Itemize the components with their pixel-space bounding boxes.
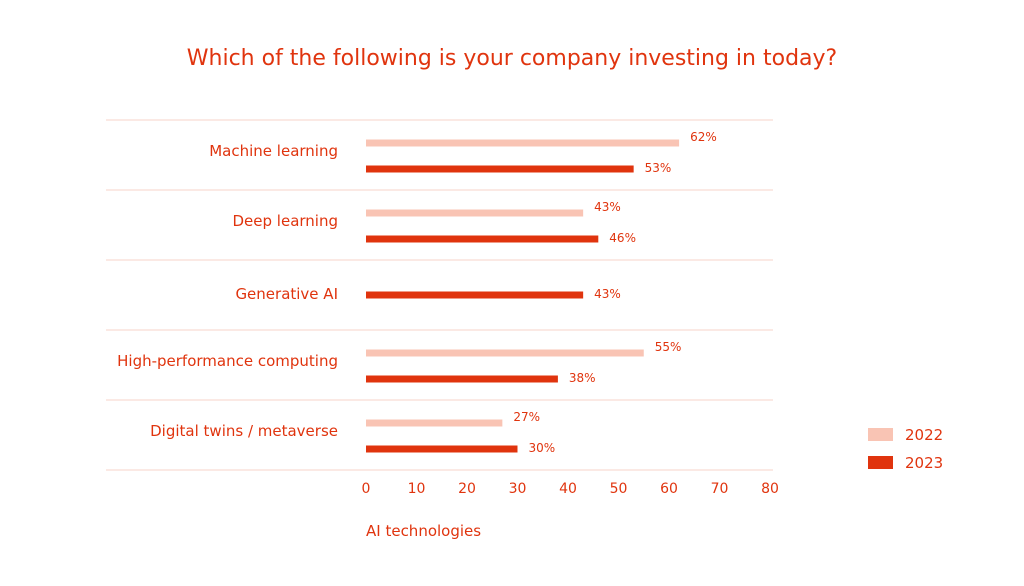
category-label: Digital twins / metaverse: [150, 422, 338, 440]
value-label-2022: 62%: [690, 130, 717, 144]
x-tick-label: 40: [559, 481, 577, 497]
x-axis-ticks: 0 10 20 30 40 50 60 70 80: [362, 481, 779, 497]
bar-2022: [366, 349, 644, 357]
value-label-2023: 38%: [569, 371, 596, 385]
legend-label-2022: 2022: [905, 426, 943, 444]
bar-2023: [366, 375, 558, 383]
value-label-2023: 30%: [529, 441, 556, 455]
value-label-2022: 43%: [594, 200, 621, 214]
bar-2022: [366, 139, 680, 147]
x-tick-label: 10: [408, 481, 426, 497]
category-labels: Machine learning Deep learning Generative …: [117, 142, 338, 440]
legend: 2022 2023: [868, 426, 943, 472]
category-label: High-performance computing: [117, 352, 338, 370]
x-tick-label: 0: [362, 481, 371, 497]
value-label-2022: 27%: [513, 410, 540, 424]
legend-swatch-2023: [868, 456, 893, 469]
value-label-2022: 55%: [655, 340, 682, 354]
value-label-2023: 53%: [645, 161, 672, 175]
legend-label-2023: 2023: [905, 454, 943, 472]
x-axis-title: AI technologies: [366, 522, 481, 540]
bars: [366, 139, 680, 453]
category-label: Generative AI: [235, 285, 338, 303]
bar-2023: [366, 291, 584, 299]
x-tick-label: 70: [711, 481, 729, 497]
value-label-2023: 43%: [594, 287, 621, 301]
bar-2023: [366, 235, 599, 243]
x-tick-label: 20: [458, 481, 476, 497]
bar-2023: [366, 445, 518, 453]
legend-swatch-2022: [868, 428, 893, 441]
x-tick-label: 80: [761, 481, 779, 497]
category-label: Machine learning: [209, 142, 338, 160]
bar-2022: [366, 419, 503, 427]
x-tick-label: 50: [610, 481, 628, 497]
value-labels: 62% 53% 43% 46% 43% 55% 38% 27% 30%: [513, 130, 716, 455]
value-label-2023: 46%: [609, 231, 636, 245]
category-label: Deep learning: [233, 212, 339, 230]
chart-title: Which of the following is your company i…: [187, 46, 837, 71]
x-tick-label: 30: [509, 481, 527, 497]
x-tick-label: 60: [660, 481, 678, 497]
row-separators: [106, 119, 773, 471]
bar-2022: [366, 209, 584, 217]
bar-2023: [366, 165, 634, 173]
